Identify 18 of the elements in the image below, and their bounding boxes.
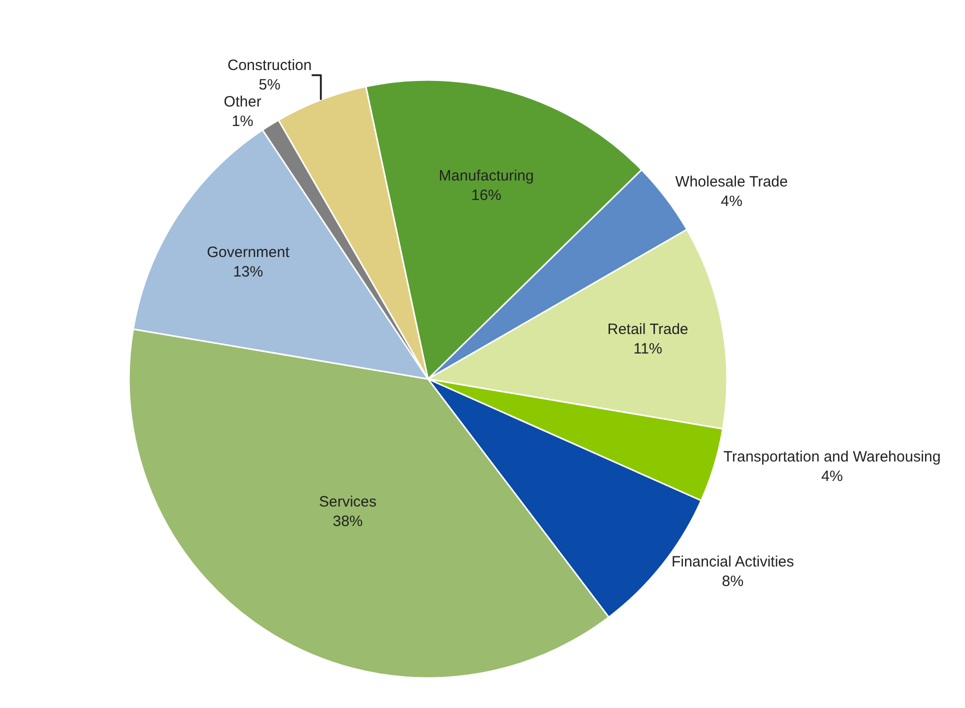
data-label: 38% [332,512,363,530]
data-label: 16% [471,187,502,204]
data-label: 13% [233,264,264,281]
slice-label: Manufacturing [438,168,534,185]
slice-label: Construction [228,56,312,74]
slice-label: Services [318,493,376,510]
slice-label: Transportation and Warehousing [723,448,941,466]
data-label: 5% [258,76,280,94]
data-label: 8% [722,573,744,590]
slice-label: Government [206,244,290,262]
data-label: 1% [232,112,254,130]
data-label: 4% [821,468,843,486]
data-label: 11% [633,340,662,358]
slice-label: Financial Activities [671,554,794,571]
slice-label: Other [224,93,262,110]
slice-label: Retail Trade [607,321,688,338]
data-label: 4% [720,192,742,210]
slice-label: Wholesale Trade [675,173,788,190]
